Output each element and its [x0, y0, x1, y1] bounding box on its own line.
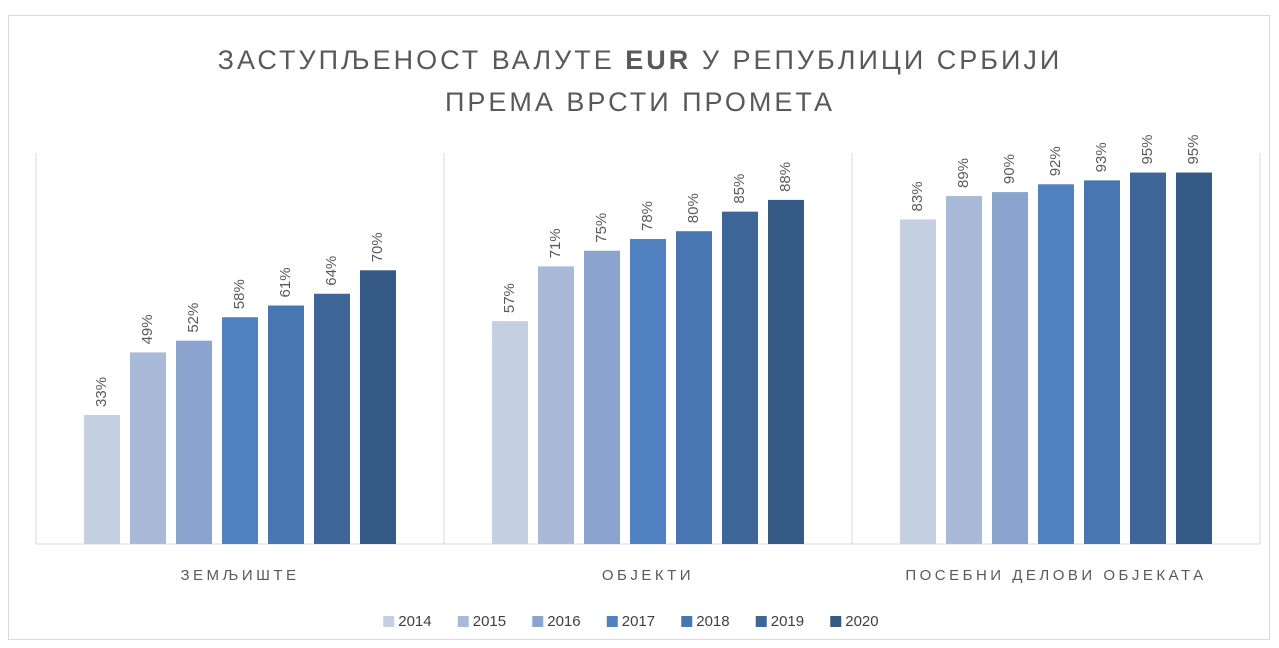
bar	[538, 266, 574, 544]
data-label: 80%	[685, 193, 702, 223]
data-label: 52%	[185, 303, 202, 333]
data-label: 88%	[777, 162, 794, 192]
bar	[722, 211, 758, 544]
data-label: 89%	[955, 158, 972, 188]
legend-label: 2019	[771, 613, 804, 630]
data-label: 90%	[1001, 154, 1018, 184]
data-label: 75%	[593, 213, 610, 243]
bar	[492, 321, 528, 544]
bar	[676, 231, 712, 544]
title-part: EUR	[625, 45, 691, 75]
bar	[314, 293, 350, 544]
bar	[84, 414, 120, 544]
title-part: У РЕПУБЛИЦИ СРБИЈИ	[691, 45, 1062, 75]
bar	[176, 340, 212, 544]
bar	[1038, 184, 1074, 544]
bar	[130, 352, 166, 544]
bar	[1176, 172, 1212, 545]
data-label: 92%	[1047, 146, 1064, 176]
chart-title: ЗАСТУПЉЕНОСТ ВАЛУТЕ EUR У РЕПУБЛИЦИ СРБИ…	[218, 45, 1063, 75]
legend-swatch	[457, 616, 469, 627]
bar	[768, 199, 804, 545]
legend-label: 2014	[398, 613, 431, 630]
legend-label: 2016	[547, 613, 580, 630]
data-label: 64%	[323, 256, 340, 286]
bar	[1084, 180, 1120, 544]
data-label: 85%	[731, 174, 748, 204]
legend-label: 2015	[473, 613, 506, 630]
x-tick-label: ОБЈЕКТИ	[602, 567, 694, 584]
bar	[268, 305, 304, 544]
data-label: 71%	[547, 228, 564, 258]
chart-title: ПРЕМА ВРСТИ ПРОМЕТА	[445, 87, 835, 117]
data-label: 83%	[909, 181, 926, 211]
legend-swatch	[830, 616, 842, 627]
bar	[630, 239, 666, 544]
data-label: 58%	[231, 279, 248, 309]
legend-swatch	[755, 616, 767, 627]
legend-swatch	[681, 616, 693, 627]
legend-label: 2018	[696, 613, 729, 630]
data-label: 57%	[501, 283, 518, 313]
data-label: 78%	[639, 201, 656, 231]
bar	[900, 219, 936, 544]
data-label: 70%	[369, 232, 386, 262]
data-label: 95%	[1139, 135, 1156, 165]
legend-swatch	[383, 616, 395, 627]
bar	[992, 192, 1028, 544]
data-label: 61%	[277, 267, 294, 297]
x-tick-label: ЗЕМЉИШТЕ	[180, 567, 299, 584]
data-label: 95%	[1185, 135, 1202, 165]
bar	[1130, 172, 1166, 545]
data-label: 49%	[139, 314, 156, 344]
legend-label: 2017	[622, 613, 655, 630]
bar	[946, 196, 982, 544]
title-part: ЗАСТУПЉЕНОСТ ВАЛУТЕ	[218, 45, 626, 75]
data-label: 93%	[1093, 142, 1110, 172]
bar	[360, 270, 396, 544]
x-tick-label: ПОСЕБНИ ДЕЛОВИ ОБЈЕКАТА	[905, 567, 1206, 584]
legend-label: 2020	[845, 613, 878, 630]
data-label: 33%	[93, 377, 110, 407]
legend-swatch	[606, 616, 618, 627]
bar	[222, 317, 258, 544]
bar	[584, 250, 620, 544]
legend-swatch	[532, 616, 544, 627]
